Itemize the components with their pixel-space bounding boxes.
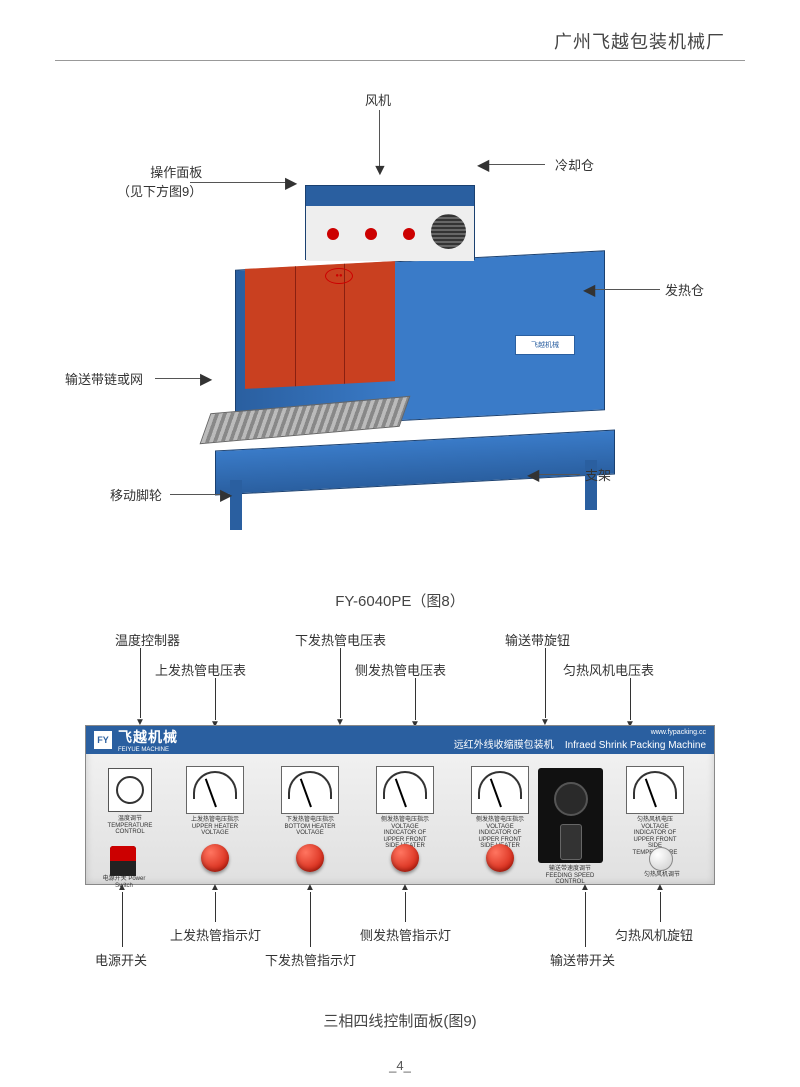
- leader-line: [155, 378, 205, 379]
- label-feed-sw: 输送带开关: [550, 950, 615, 969]
- leader-line: [660, 892, 661, 922]
- feed-speed-knob[interactable]: [554, 782, 588, 816]
- brand-en: FEIYUE MACHINE: [118, 747, 178, 753]
- timer-label: 温度调节TEMPERATURE CONTROL: [104, 816, 156, 836]
- feed-label: 输送带速度调节FEEDING SPEED CONTROL: [534, 866, 606, 886]
- arrow-left-icon: ◀: [477, 155, 489, 175]
- callout-panel-line1: 操作面板: [150, 165, 202, 180]
- brand-cn: 飞越机械: [118, 727, 178, 747]
- label-side-led: 侧发热管指示灯: [360, 925, 451, 944]
- fanknob-label: 匀热风机调节: [631, 872, 693, 879]
- figure-8: ●● 飞越机械 风机 ▼ 操作面板 （见下方图9） ▶ 冷却仓 ◀ 发热仓 ◀ …: [55, 90, 745, 590]
- voltmeter-side: 侧发热管电压指示VOLTAGE INDICATOR OF UPPER FRONT…: [376, 766, 434, 850]
- leader-line: [405, 892, 406, 922]
- indicator-lower[interactable]: [296, 844, 324, 872]
- panel-header: FY 飞越机械 FEIYUE MACHINE www.fypacking.cc …: [86, 726, 714, 754]
- panel-url: www.fypacking.cc: [454, 729, 706, 736]
- label-fan-volt: 匀热风机电压表: [563, 660, 654, 679]
- leader-line: [630, 678, 631, 720]
- label-upper-volt: 上发热管电压表: [155, 660, 246, 679]
- brand-logo: FY: [94, 731, 112, 749]
- leader-line: [590, 289, 660, 290]
- label-temp-ctrl: 温度控制器: [115, 630, 180, 649]
- arrow-left-icon: ◀: [527, 465, 539, 485]
- brand-block: FY 飞越机械 FEIYUE MACHINE: [94, 727, 178, 753]
- callout-frame: 支架: [585, 465, 611, 484]
- indicator-side[interactable]: [391, 844, 419, 872]
- machine-illustration: ●● 飞越机械: [195, 160, 625, 520]
- callout-panel-line2: （见下方图9）: [117, 184, 202, 199]
- label-side-volt: 侧发热管电压表: [355, 660, 446, 679]
- curtain: [245, 261, 395, 389]
- callout-fan: 风机: [365, 90, 391, 109]
- control-panel: FY 飞越机械 FEIYUE MACHINE www.fypacking.cc …: [85, 725, 715, 885]
- leader-line: [535, 474, 580, 475]
- mini-dial: [327, 228, 339, 240]
- indicator-upper[interactable]: [201, 844, 229, 872]
- leader-line: [140, 648, 141, 718]
- callout-cooling: 冷却仓: [555, 155, 594, 174]
- voltmeter-lower: 下发热管电压指示BOTTOM HEATER VOLTAGE: [281, 766, 339, 837]
- panel-row: 温度调节TEMPERATURE CONTROL 上发热管电压指示UPPER HE…: [86, 754, 714, 884]
- leader-line: [585, 892, 586, 947]
- panel-title-en: Infraed Shrink Packing Machine: [565, 740, 706, 751]
- leader-line: [215, 892, 216, 922]
- fan-grille: [431, 214, 466, 249]
- label-feed-knob: 输送带旋钮: [505, 630, 570, 649]
- leader-line: [310, 892, 311, 947]
- label-lower-led: 下发热管指示灯: [265, 950, 356, 969]
- callout-conveyor: 输送带链或网: [65, 369, 143, 388]
- leader-line: [122, 892, 123, 947]
- indicator-side2[interactable]: [486, 844, 514, 872]
- voltmeter-upper: 上发热管电压指示UPPER HEATER VOLTAGE: [186, 766, 244, 837]
- mini-dial: [365, 228, 377, 240]
- power-switch[interactable]: [110, 846, 136, 876]
- temperature-timer[interactable]: [108, 768, 152, 812]
- arrow-right-icon: ▶: [200, 369, 212, 389]
- label-lower-volt: 下发热管电压表: [295, 630, 386, 649]
- header-rule: [55, 60, 745, 61]
- leader-line: [415, 678, 416, 720]
- panel-title-cn: 远红外线收缩膜包装机: [454, 740, 554, 751]
- leader-line: [379, 110, 380, 170]
- callout-heating: 发热仓: [665, 280, 704, 299]
- feed-control: [538, 768, 603, 863]
- machine-base: [215, 430, 615, 496]
- brand-badge: 飞越机械: [515, 335, 575, 355]
- figure-8-caption: FY-6040PE（图8）: [55, 590, 745, 611]
- company-header: 广州飞越包装机械厂: [554, 28, 725, 54]
- mini-dial: [403, 228, 415, 240]
- voltmeter-side2: 侧发热管电压指示VOLTAGE INDICATOR OF UPPER FRONT…: [471, 766, 529, 850]
- voltmeter-fan: 匀热风机电压VOLTAGE INDICATOR OF UPPER FRONT S…: [626, 766, 684, 857]
- leader-line: [190, 182, 290, 183]
- arrow-right-icon: ▶: [220, 485, 232, 505]
- fan-adjust-knob[interactable]: [649, 847, 673, 871]
- arrow-down-icon: ▼: [372, 162, 388, 180]
- callout-panel: 操作面板 （见下方图9）: [117, 162, 202, 200]
- feed-switch[interactable]: [560, 824, 582, 860]
- leader-line: [215, 678, 216, 720]
- page-number: _4_: [0, 1058, 800, 1073]
- label-fan-knob: 匀热风机旋钮: [615, 925, 693, 944]
- leader-line: [545, 648, 546, 718]
- figure-9-caption: 三相四线控制面板(图9): [0, 1010, 800, 1031]
- leader-line: [340, 648, 341, 718]
- safety-badge: ●●: [325, 268, 353, 284]
- figure-9: 温度控制器 上发热管电压表 下发热管电压表 侧发热管电压表 输送带旋钮 匀热风机…: [85, 630, 715, 990]
- arrow-right-icon: ▶: [285, 173, 297, 193]
- control-box: [305, 185, 475, 260]
- callout-caster: 移动脚轮: [110, 485, 162, 504]
- label-upper-led: 上发热管指示灯: [170, 925, 261, 944]
- leader-line: [485, 164, 545, 165]
- label-power: 电源开关: [95, 950, 147, 969]
- arrow-left-icon: ◀: [583, 280, 595, 300]
- leader-line: [170, 494, 225, 495]
